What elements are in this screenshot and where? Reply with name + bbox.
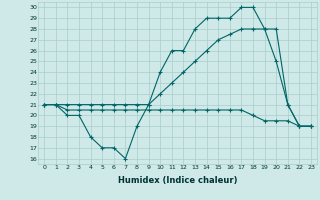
X-axis label: Humidex (Indice chaleur): Humidex (Indice chaleur) — [118, 176, 237, 185]
